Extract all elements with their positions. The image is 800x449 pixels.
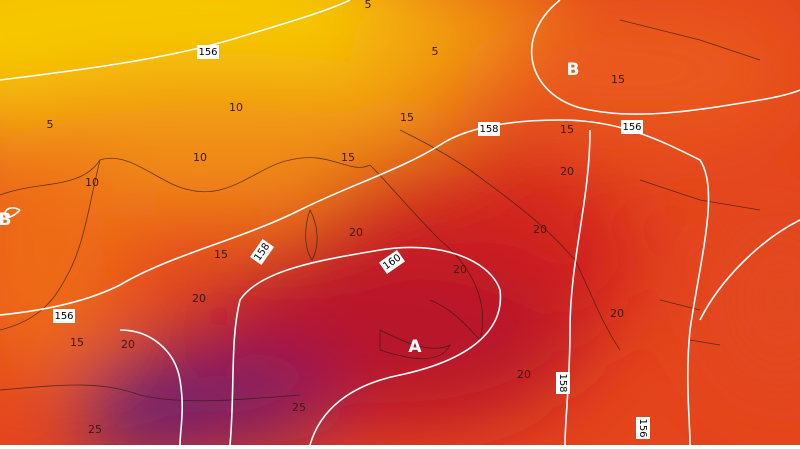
isohypse-label: 156 [197,45,219,59]
label-box [556,372,570,394]
isotherm-label: 10 [85,176,99,189]
coastlines [0,19,761,402]
isotherm-label: 20 [560,165,574,178]
isohypse-label: 156 [53,309,75,323]
label-box [197,45,219,59]
pressure-center: A [408,337,422,357]
isotherm-label: 15 [560,123,574,136]
isotherm-label: 20 [192,292,206,305]
pressure-center: B [567,60,580,80]
isotherm-label: 15 [611,73,625,86]
label-box [249,238,275,266]
isohypse-label: 156 [621,120,643,134]
label-box [478,122,500,136]
isotherm-label: 5 [47,118,54,131]
isotherm-label: 25 [292,401,306,414]
isotherm-label: 5 [365,0,372,11]
isotherm-label: 15 [214,248,228,261]
label-box [621,120,643,134]
isotherm-label: 25 [88,423,102,436]
isotherm-label: 20 [533,223,547,236]
isotherm-label: 5 [432,45,439,58]
isohypse-value: 156 [54,311,73,322]
isohypse-value: 158 [557,373,568,392]
label-box [53,309,75,323]
isohypse-label: 156 [636,417,650,439]
isotherm-label: 20 [121,338,135,351]
isohypse-value: 156 [622,122,641,133]
isohypse-value: 156 [637,418,648,437]
isotherm-label: 10 [229,101,243,114]
isotherm-label: 20 [517,368,531,381]
isotherm-label: 15 [400,111,414,124]
isohypse-label: 158 [556,372,570,394]
isotherm-label: 20 [453,263,467,276]
isohypse-label: 158 [478,122,500,136]
isotherm-label: 15 [70,336,84,349]
isohypse-value: 158 [479,124,498,135]
isotherm-label: 20 [610,307,624,320]
pressure-center: B [0,210,11,230]
isotherm-label: 20 [349,226,363,239]
label-box [378,249,406,275]
isohypse-value: 156 [198,47,217,58]
label-box [636,417,650,439]
isotherm-label: 10 [193,151,207,164]
isotherm-label: 15 [341,151,355,164]
